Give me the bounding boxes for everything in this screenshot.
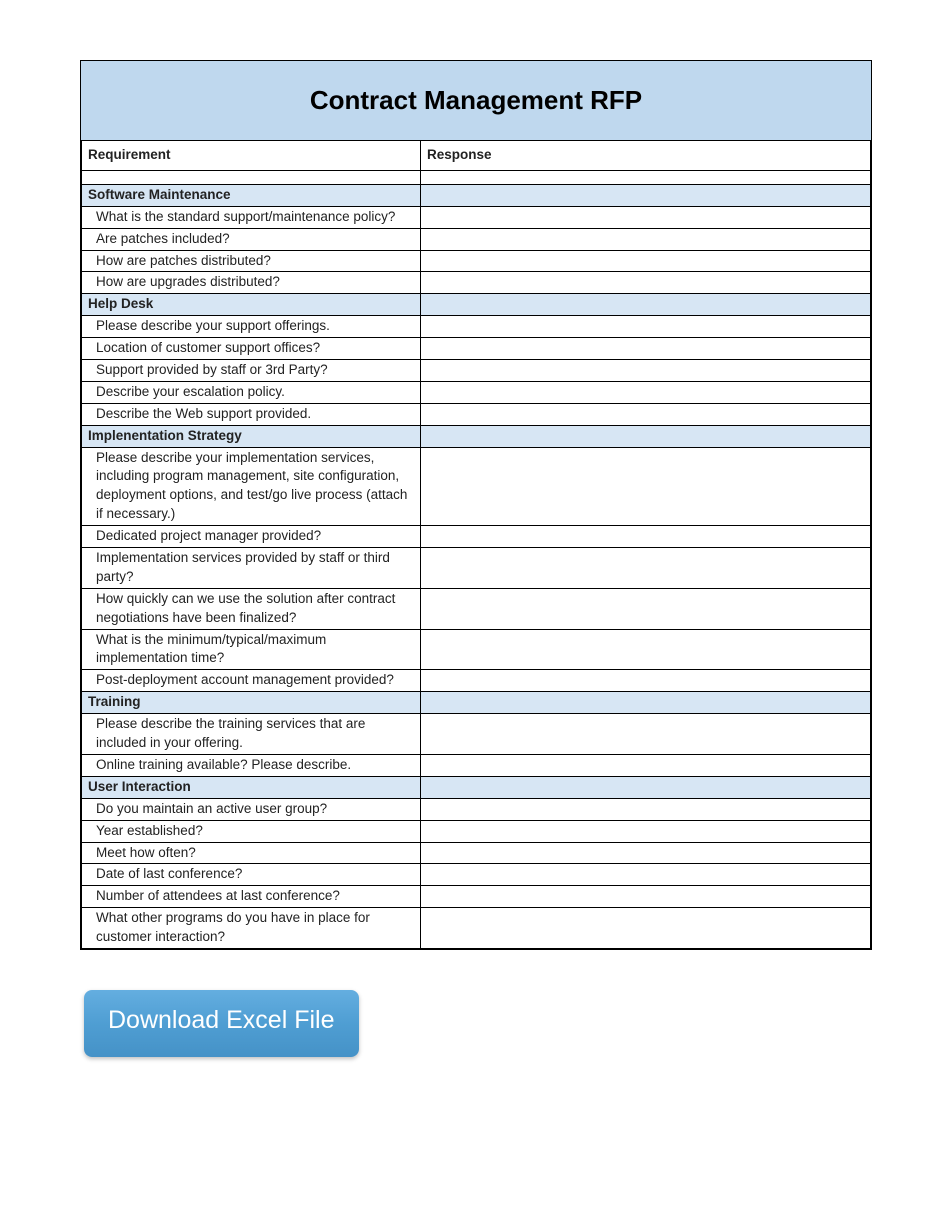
spacer-cell-req [82, 170, 421, 184]
section-row: Software Maintenance [82, 184, 871, 206]
item-row: Do you maintain an active user group? [82, 798, 871, 820]
requirement-cell: Describe the Web support provided. [82, 403, 421, 425]
download-excel-button[interactable]: Download Excel File [84, 990, 359, 1057]
requirement-cell: Do you maintain an active user group? [82, 798, 421, 820]
response-cell[interactable] [421, 798, 871, 820]
requirement-cell: Year established? [82, 820, 421, 842]
section-row: User Interaction [82, 776, 871, 798]
requirement-cell: What other programs do you have in place… [82, 908, 421, 949]
response-cell[interactable] [421, 629, 871, 670]
rfp-table: Requirement Response Software Maintenanc… [81, 140, 871, 949]
requirement-cell: What is the standard support/maintenance… [82, 206, 421, 228]
response-cell[interactable] [421, 886, 871, 908]
response-cell[interactable] [421, 316, 871, 338]
item-row: Online training available? Please descri… [82, 754, 871, 776]
response-cell[interactable] [421, 754, 871, 776]
section-row: Implenentation Strategy [82, 425, 871, 447]
page-title: Contract Management RFP [81, 85, 871, 116]
item-row: Dedicated project manager provided? [82, 526, 871, 548]
item-row: Location of customer support offices? [82, 338, 871, 360]
spacer-cell-resp [421, 170, 871, 184]
response-cell[interactable] [421, 908, 871, 949]
item-row: Date of last conference? [82, 864, 871, 886]
requirement-cell: Please describe your implementation serv… [82, 447, 421, 526]
response-cell[interactable] [421, 670, 871, 692]
requirement-cell: Please describe the training services th… [82, 714, 421, 755]
item-row: What is the minimum/typical/maximum impl… [82, 629, 871, 670]
item-row: Year established? [82, 820, 871, 842]
requirement-cell: Help Desk [82, 294, 421, 316]
requirement-cell: Are patches included? [82, 228, 421, 250]
requirement-cell: Describe your escalation policy. [82, 381, 421, 403]
item-row: Please describe the training services th… [82, 714, 871, 755]
requirement-cell: Number of attendees at last conference? [82, 886, 421, 908]
response-cell[interactable] [421, 294, 871, 316]
item-row: Post-deployment account management provi… [82, 670, 871, 692]
item-row: Support provided by staff or 3rd Party? [82, 360, 871, 382]
spacer-row [82, 170, 871, 184]
requirement-cell: How quickly can we use the solution afte… [82, 588, 421, 629]
response-cell[interactable] [421, 250, 871, 272]
item-row: Implementation services provided by staf… [82, 548, 871, 589]
table-header-row: Requirement Response [82, 141, 871, 171]
response-cell[interactable] [421, 425, 871, 447]
item-row: Meet how often? [82, 842, 871, 864]
requirement-cell: What is the minimum/typical/maximum impl… [82, 629, 421, 670]
requirement-cell: Online training available? Please descri… [82, 754, 421, 776]
item-row: What is the standard support/maintenance… [82, 206, 871, 228]
item-row: Are patches included? [82, 228, 871, 250]
section-row: Training [82, 692, 871, 714]
response-cell[interactable] [421, 864, 871, 886]
response-cell[interactable] [421, 403, 871, 425]
col-header-requirement: Requirement [82, 141, 421, 171]
col-header-response: Response [421, 141, 871, 171]
response-cell[interactable] [421, 776, 871, 798]
response-cell[interactable] [421, 820, 871, 842]
response-cell[interactable] [421, 206, 871, 228]
response-cell[interactable] [421, 184, 871, 206]
response-cell[interactable] [421, 447, 871, 526]
response-cell[interactable] [421, 588, 871, 629]
requirement-cell: Date of last conference? [82, 864, 421, 886]
response-cell[interactable] [421, 360, 871, 382]
item-row: Describe the Web support provided. [82, 403, 871, 425]
response-cell[interactable] [421, 526, 871, 548]
requirement-cell: Support provided by staff or 3rd Party? [82, 360, 421, 382]
response-cell[interactable] [421, 692, 871, 714]
response-cell[interactable] [421, 548, 871, 589]
response-cell[interactable] [421, 228, 871, 250]
item-row: What other programs do you have in place… [82, 908, 871, 949]
response-cell[interactable] [421, 842, 871, 864]
response-cell[interactable] [421, 338, 871, 360]
item-row: How are patches distributed? [82, 250, 871, 272]
rfp-container: Contract Management RFP Requirement Resp… [80, 60, 872, 950]
item-row: Please describe your support offerings. [82, 316, 871, 338]
response-cell[interactable] [421, 381, 871, 403]
requirement-cell: Software Maintenance [82, 184, 421, 206]
item-row: How are upgrades distributed? [82, 272, 871, 294]
item-row: Number of attendees at last conference? [82, 886, 871, 908]
title-bar: Contract Management RFP [81, 61, 871, 140]
requirement-cell: User Interaction [82, 776, 421, 798]
response-cell[interactable] [421, 714, 871, 755]
item-row: Describe your escalation policy. [82, 381, 871, 403]
requirement-cell: How are patches distributed? [82, 250, 421, 272]
requirement-cell: Please describe your support offerings. [82, 316, 421, 338]
item-row: How quickly can we use the solution afte… [82, 588, 871, 629]
requirement-cell: How are upgrades distributed? [82, 272, 421, 294]
requirement-cell: Implenentation Strategy [82, 425, 421, 447]
item-row: Please describe your implementation serv… [82, 447, 871, 526]
response-cell[interactable] [421, 272, 871, 294]
requirement-cell: Dedicated project manager provided? [82, 526, 421, 548]
section-row: Help Desk [82, 294, 871, 316]
requirement-cell: Location of customer support offices? [82, 338, 421, 360]
requirement-cell: Implementation services provided by staf… [82, 548, 421, 589]
download-button-label: Download Excel File [108, 1006, 335, 1034]
requirement-cell: Post-deployment account management provi… [82, 670, 421, 692]
requirement-cell: Meet how often? [82, 842, 421, 864]
requirement-cell: Training [82, 692, 421, 714]
